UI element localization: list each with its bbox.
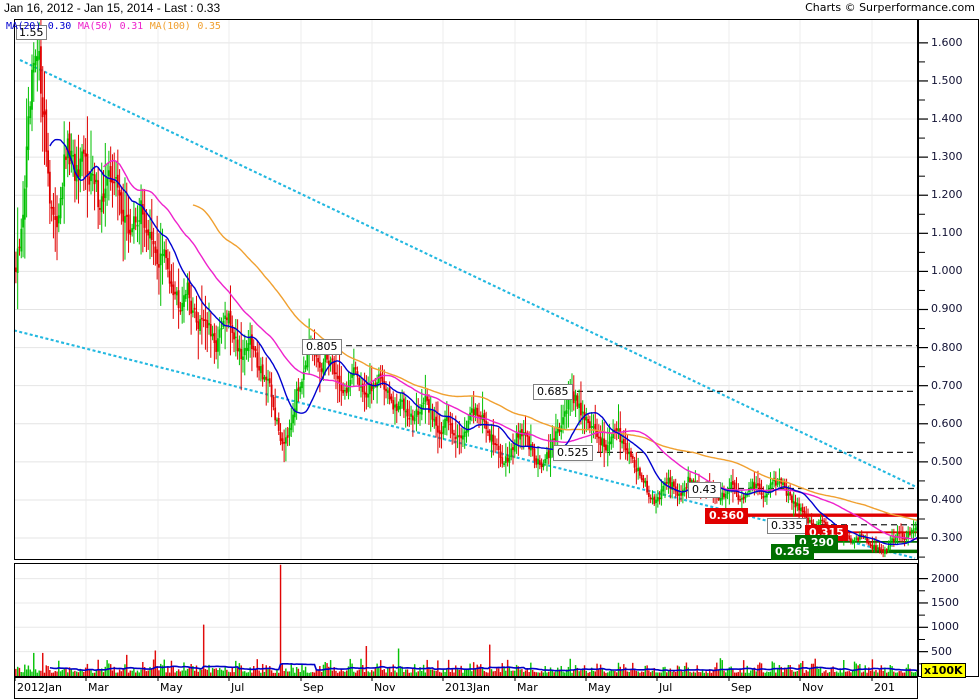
price-tick-label: 1.200 [931,188,963,202]
attribution-text: Charts © Surperformance.com [805,1,975,14]
level-0265-label[interactable]: 0.265 [771,544,814,561]
moving-average-legend[interactable]: MA(20) 0.30 MA(50) 0.31 MA(100) 0.35 [6,21,222,32]
candlestick-series [14,19,919,558]
date-tick-label: Mar [517,681,538,694]
gridlines [15,20,918,676]
chart-high-label: 1.55 [16,25,47,40]
price-tick-label: 0.900 [931,302,963,316]
ma50-line [103,159,918,540]
price-tick-label: 0.300 [931,531,963,545]
price-tick-label: 0.400 [931,492,963,506]
date-tick-label: May [160,681,183,694]
date-tick-label: Jul [231,681,245,694]
chart-header: Jan 16, 2012 - Jan 15, 2014 - Last : 0.3… [0,0,980,18]
date-tick-label: Sep [731,681,752,694]
level-043-label[interactable]: 0.43 [688,481,721,498]
date-tick-label: May [588,681,611,694]
ma50-legend-label: MA(50) [77,21,113,32]
ma20-line [49,138,918,546]
ma50-legend-value: 0.31 [119,21,143,32]
volume-bars [15,564,918,677]
axis-tick-marks [14,42,928,681]
price-tick-label: 1.100 [931,226,963,240]
price-tick-label: 1.500 [931,73,963,87]
ma20-legend-value: 0.30 [47,21,72,32]
level-0685-label[interactable]: 0.685 [533,384,573,401]
price-tick-label: 0.800 [931,340,963,354]
price-tick-label: 1.300 [931,150,963,164]
price-tick-label: 1.600 [931,35,963,49]
ma100-legend-value: 0.35 [197,21,221,32]
price-tick-label: 0.700 [931,378,963,392]
ma100-line [192,204,918,521]
date-tick-label: Mar [88,681,109,694]
volume-tick-label: 2000 [931,571,959,585]
date-tick-label: Nov [802,681,824,694]
page-title: Jan 16, 2012 - Jan 15, 2014 - Last : 0.3… [4,1,221,15]
level-0335-label[interactable]: 0.335 [767,517,807,534]
level-0525-label[interactable]: 0.525 [553,445,593,462]
price-tick-label: 1.000 [931,264,963,278]
date-tick-label: Sep [303,681,324,694]
date-tick-label: Jul [659,681,673,694]
price-tick-label: 0.600 [931,416,963,430]
volume-tick-label: 1500 [931,595,959,609]
ma20-legend-label: MA(20) [6,21,41,32]
ma100-legend-label: MA(100) [149,21,191,32]
date-tick-label: 2012Jan [17,681,62,694]
volume-tick-label: 500 [931,644,952,658]
level-0805-label[interactable]: 0.805 [302,338,342,355]
date-tick-label: 201 [874,681,895,694]
volume-unit-badge: x100K [921,663,966,678]
level-0360-label[interactable]: 0.360 [705,508,748,525]
price-tick-label: 0.500 [931,454,963,468]
date-tick-label: Nov [374,681,396,694]
date-tick-label: 2013Jan [445,681,490,694]
volume-tick-label: 1000 [931,620,959,634]
price-tick-label: 1.400 [931,112,963,126]
volume-ma-line [49,662,918,672]
